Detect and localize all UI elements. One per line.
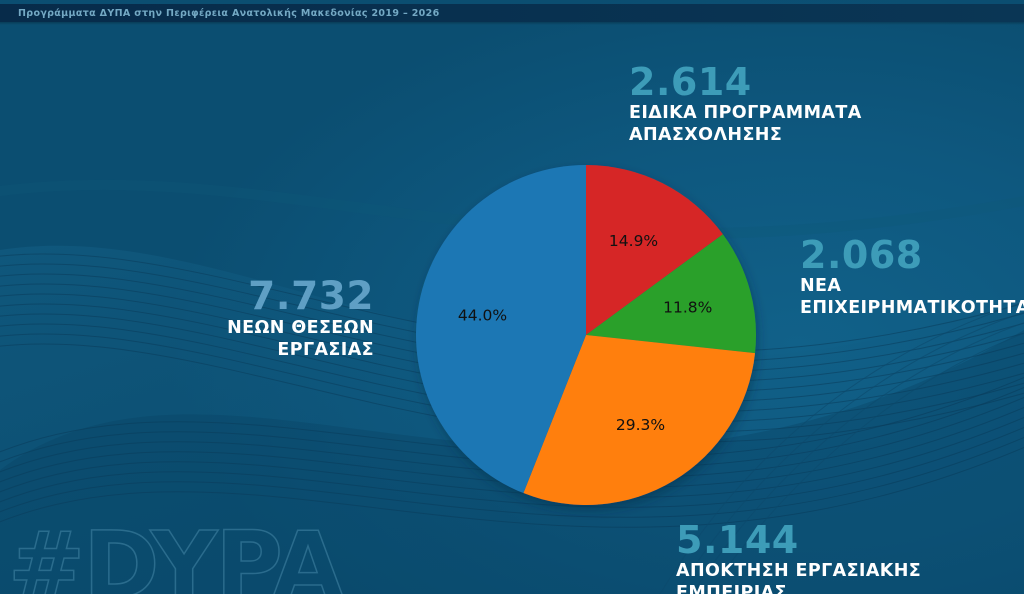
pie-chart: 14.9% 11.8% 29.3% 44.0%: [406, 155, 766, 515]
pie-slice-label: 11.8%: [663, 299, 712, 317]
callout-new-jobs-caption-line2: ΕΡΓΑΣΙΑΣ: [277, 340, 374, 361]
callout-work-experience-value: 5.144: [676, 518, 799, 562]
callout-entrepreneurship-caption-line1: ΝΕΑ: [800, 275, 842, 296]
pie-slice: [416, 165, 586, 494]
callout-work-experience: 5.144 ΑΠΟΚΤΗΣΗ ΕΡΓΑΣΙΑΚΗΣ ΕΜΠΕΙΡΙΑΣ: [676, 521, 921, 594]
callout-special-employment-caption-line1: ΕΙΔΙΚΑ ΠΡΟΓΡΑΜΜΑΤΑ: [629, 102, 862, 123]
slide-title-text: Προγράμματα ΔΥΠΑ στην Περιφέρεια Ανατολι…: [18, 7, 440, 19]
callout-entrepreneurship: 2.068 ΝΕΑ ΕΠΙΧΕΙΡΗΜΑΤΙΚΟΤΗΤΑ: [800, 236, 1024, 320]
callout-entrepreneurship-caption-line2: ΕΠΙΧΕΙΡΗΜΑΤΙΚΟΤΗΤΑ: [800, 298, 1024, 319]
callout-new-jobs-caption-line1: ΝΕΩΝ ΘΕΣΕΩΝ: [227, 317, 374, 338]
pie-slice: [586, 234, 756, 354]
slide-title-bar: Προγράμματα ΔΥΠΑ στην Περιφέρεια Ανατολι…: [0, 4, 1024, 22]
callout-entrepreneurship-value: 2.068: [800, 233, 923, 277]
pie-slice: [586, 165, 723, 335]
callout-work-experience-caption-line2: ΕΜΠΕΙΡΙΑΣ: [676, 583, 787, 594]
callout-special-employment: 2.614 ΕΙΔΙΚΑ ΠΡΟΓΡΑΜΜΑΤΑ ΑΠΑΣΧΟΛΗΣΗΣ: [629, 63, 862, 147]
callout-new-jobs-value: 7.732: [248, 274, 374, 319]
pie-slice-group: [416, 165, 756, 505]
pie-label-group: 14.9% 11.8% 29.3% 44.0%: [458, 232, 713, 434]
pie-slice-label: 14.9%: [609, 232, 658, 250]
pie-slice-label: 44.0%: [458, 306, 507, 324]
dypa-watermark: #DYPA: [7, 512, 344, 594]
callout-special-employment-caption-line2: ΑΠΑΣΧΟΛΗΣΗΣ: [629, 125, 783, 146]
callout-special-employment-value: 2.614: [629, 60, 752, 104]
title-bar-shadow: [0, 22, 1024, 25]
callout-work-experience-caption-line1: ΑΠΟΚΤΗΣΗ ΕΡΓΑΣΙΑΚΗΣ: [676, 560, 922, 581]
pie-slice-label: 29.3%: [616, 416, 665, 434]
callout-new-jobs: 7.732 ΝΕΩΝ ΘΕΣΕΩΝ ΕΡΓΑΣΙΑΣ: [227, 277, 374, 362]
pie-slice: [523, 335, 756, 505]
